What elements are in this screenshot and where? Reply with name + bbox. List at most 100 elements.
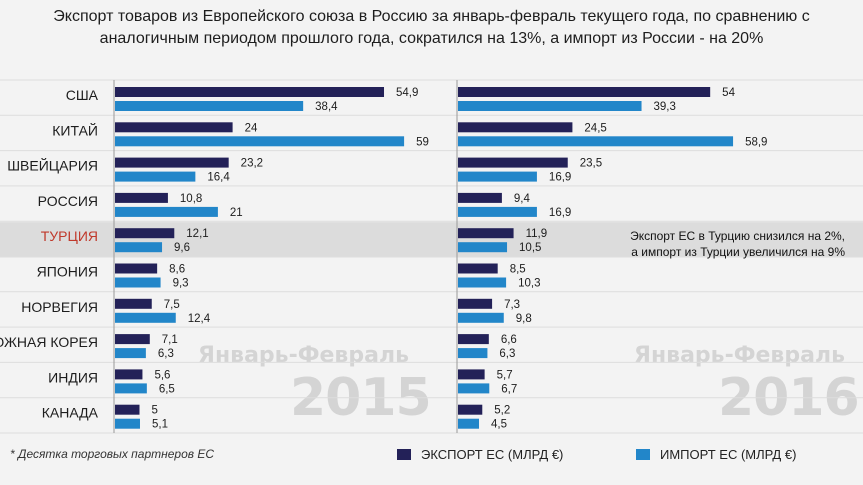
value-label-import-2016: 9,8: [516, 313, 532, 325]
value-label-export-2016: 54: [722, 87, 735, 99]
bar-import-2016: [458, 312, 504, 323]
bar-import-2016: [458, 277, 507, 288]
bar-export-2015: [115, 404, 140, 415]
value-label-export-2015: 7,5: [164, 299, 180, 311]
legend-import-label: ИМПОРТ ЕС (МЛРД €): [660, 447, 797, 462]
title-line-1: Экспорт товаров из Европейского союза в …: [53, 8, 810, 25]
value-label-export-2015: 12,1: [186, 228, 208, 240]
footnote: * Десятка торговых партнеров ЕС: [10, 447, 215, 461]
bar-export-2016: [458, 334, 489, 345]
value-label-import-2015: 12,4: [188, 313, 211, 325]
watermark-label-2016: Январь-Февраль: [634, 343, 845, 368]
bar-import-2016: [458, 242, 508, 253]
bar-export-2015: [115, 157, 229, 168]
value-label-export-2015: 5: [152, 405, 158, 417]
value-label-import-2015: 5,1: [152, 419, 168, 431]
bar-import-2015: [115, 383, 147, 394]
watermark-label-2015: Январь-Февраль: [198, 343, 409, 368]
category-label: США: [66, 87, 99, 103]
value-label-export-2016: 5,7: [497, 369, 513, 381]
bar-export-2016: [458, 87, 711, 97]
chart-title: Экспорт товаров из Европейского союза в …: [0, 6, 863, 50]
bar-export-2016: [458, 404, 483, 415]
bar-export-2016: [458, 122, 573, 133]
value-label-export-2015: 7,1: [162, 334, 178, 346]
value-label-export-2015: 8,6: [169, 264, 185, 276]
bar-export-2016: [458, 192, 502, 203]
bar-import-2016: [458, 348, 488, 359]
value-label-import-2015: 9,6: [174, 242, 190, 254]
value-label-import-2015: 6,3: [158, 348, 174, 360]
bar-export-2016: [458, 157, 568, 168]
value-label-export-2015: 5,6: [154, 369, 170, 381]
bar-export-2016: [458, 298, 493, 309]
bar-import-2015: [115, 277, 161, 288]
bar-import-2015: [115, 136, 405, 147]
value-label-import-2016: 10,3: [518, 278, 540, 290]
value-label-export-2015: 54,9: [396, 87, 418, 99]
bar-export-2016: [458, 263, 498, 274]
note-line-1: Экспорт ЕС в Турцию снизился на 2%,: [630, 229, 845, 243]
value-label-import-2016: 10,5: [519, 242, 541, 254]
value-label-import-2015: 21: [230, 207, 243, 219]
value-label-import-2016: 6,3: [499, 348, 515, 360]
value-label-export-2016: 23,5: [580, 158, 602, 170]
bar-import-2016: [458, 383, 490, 394]
bar-export-2015: [115, 298, 152, 309]
value-label-import-2016: 58,9: [745, 136, 767, 148]
value-label-import-2016: 39,3: [654, 101, 676, 113]
value-label-import-2015: 38,4: [315, 101, 338, 113]
value-label-export-2016: 7,3: [504, 299, 520, 311]
bar-import-2015: [115, 242, 163, 253]
legend-export-swatch: [397, 449, 411, 460]
value-label-export-2015: 23,2: [241, 158, 263, 170]
value-label-import-2016: 4,5: [491, 419, 507, 431]
bar-export-2015: [115, 87, 385, 97]
bar-import-2015: [115, 348, 146, 359]
legend-export: ЭКСПОРТ ЕС (МЛРД €): [397, 447, 563, 462]
bar-import-2015: [115, 312, 176, 323]
value-label-export-2016: 11,9: [526, 228, 548, 240]
value-label-export-2015: 10,8: [180, 193, 202, 205]
category-label: ТУРЦИЯ: [41, 228, 98, 244]
turkey-note: Экспорт ЕС в Турцию снизился на 2%, а им…: [445, 228, 845, 260]
value-label-export-2016: 9,4: [514, 193, 531, 205]
bar-import-2015: [115, 206, 218, 217]
value-label-export-2015: 24: [245, 122, 258, 134]
value-label-import-2015: 16,4: [207, 172, 230, 184]
category-label: РОССИЯ: [38, 193, 98, 209]
bar-import-2016: [458, 206, 537, 217]
category-label: ИНДИЯ: [48, 369, 98, 385]
title-line-2: аналогичным периодом прошлого года, сокр…: [99, 30, 764, 47]
value-label-export-2016: 5,2: [494, 405, 510, 417]
value-label-export-2016: 8,5: [510, 264, 526, 276]
value-label-import-2016: 16,9: [549, 207, 571, 219]
value-label-export-2016: 24,5: [584, 122, 606, 134]
value-label-import-2016: 6,7: [501, 383, 517, 395]
bar-import-2016: [458, 101, 642, 111]
category-label: КАНАДА: [42, 405, 99, 421]
bar-export-2015: [115, 122, 233, 133]
category-label: КИТАЙ: [52, 121, 98, 138]
bar-export-2016: [458, 228, 514, 239]
bar-export-2016: [458, 369, 485, 380]
category-label: ЮЖНАЯ КОРЕЯ: [0, 334, 98, 350]
bar-import-2016: [458, 171, 537, 182]
bar-import-2015: [115, 418, 140, 429]
note-line-2: а импорт из Турции увеличился на 9%: [631, 245, 845, 259]
value-label-import-2016: 16,9: [549, 172, 571, 184]
category-label: ЯПОНИЯ: [37, 264, 98, 280]
category-label: ШВЕЙЦАРИЯ: [7, 157, 98, 174]
legend-import: ИМПОРТ ЕС (МЛРД €): [636, 447, 796, 462]
bar-import-2015: [115, 101, 304, 111]
value-label-import-2015: 59: [416, 136, 429, 148]
bar-export-2015: [115, 369, 143, 380]
legend-export-label: ЭКСПОРТ ЕС (МЛРД €): [421, 447, 564, 462]
value-label-export-2016: 6,6: [501, 334, 517, 346]
bar-export-2015: [115, 228, 175, 239]
bar-import-2016: [458, 136, 734, 147]
value-label-import-2015: 6,5: [159, 383, 175, 395]
bar-export-2015: [115, 263, 158, 274]
bar-import-2016: [458, 418, 480, 429]
